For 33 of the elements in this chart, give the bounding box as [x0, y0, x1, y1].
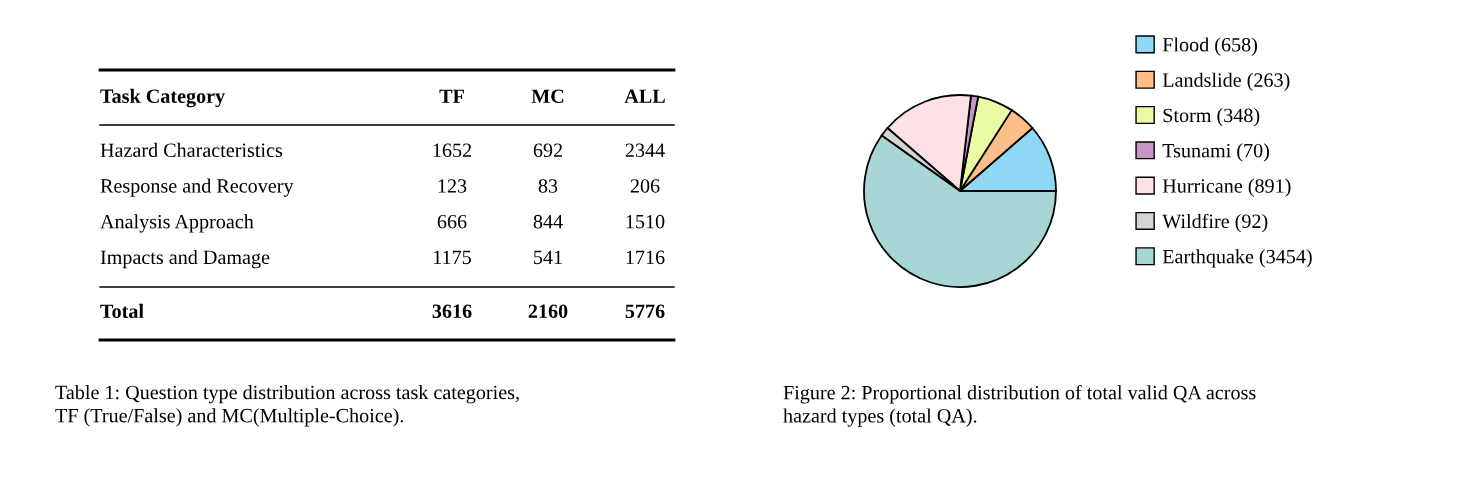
text: 1510 [626, 214, 665, 229]
legend-label: Hurricane (891) [1162, 178, 1291, 197]
text: 1716 [626, 250, 665, 265]
legend-label: Flood (658) [1162, 37, 1258, 56]
legend-label: Landslide (263) [1162, 72, 1290, 91]
text: 2344 [625, 143, 665, 158]
category-label: Analysis Approach [100, 214, 254, 233]
legend-label: Wildfire (92) [1162, 213, 1268, 233]
category-label: Impacts and Damage [100, 249, 270, 269]
text: 666 [437, 214, 467, 229]
category-label: MC [531, 89, 564, 104]
text: Task Category [100, 88, 225, 108]
legend-label: Tsunami (70) [1162, 143, 1269, 162]
text: 206 [630, 179, 660, 193]
text: 2160 [528, 304, 568, 319]
text: 1175 [434, 250, 471, 265]
text: 83 [538, 179, 558, 193]
caption: Table 1: Question type distribution across task categories, TF (True/False) and MC(Multiple-Choice). [55, 385, 519, 427]
text: 844 [533, 214, 563, 229]
caption: Figure 2: Proportional distribution of total valid QA across hazard types (total QA). [783, 385, 1256, 427]
legend-label: Storm (348) [1163, 107, 1260, 127]
text: 692 [533, 143, 562, 158]
text: 541 [534, 250, 562, 265]
category-label: Hazard Characteristics [100, 142, 283, 158]
legend-label: Earthquake (3454) [1162, 249, 1312, 268]
category-label: ALL [624, 89, 665, 103]
text: 3616 [432, 304, 472, 319]
text: 123 [438, 179, 467, 193]
category-label: TF [439, 89, 464, 103]
text: 1652 [433, 143, 472, 158]
text: 5776 [625, 304, 665, 319]
category-label: Total [100, 303, 144, 319]
category-label: Response and Recovery [100, 178, 294, 197]
